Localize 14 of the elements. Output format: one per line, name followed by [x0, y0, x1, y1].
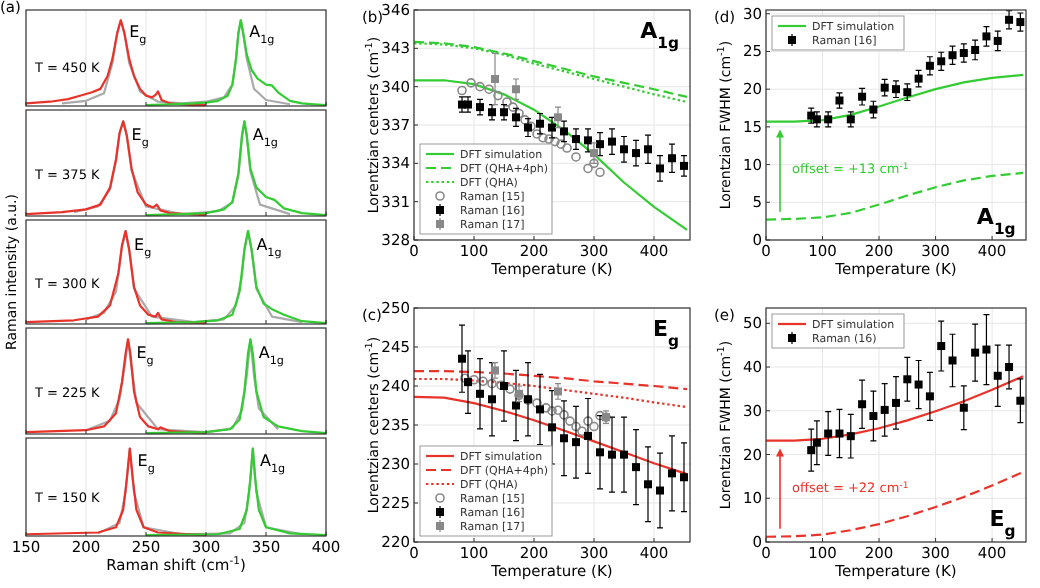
annotation: A$_{1g}$: [260, 452, 287, 476]
annotation: A$_{1g}$: [249, 23, 276, 48]
annotation: A$_{1g}$: [256, 235, 283, 260]
annotation: E$_{g}$: [129, 23, 148, 48]
annotation: E$_{g}$: [131, 126, 150, 151]
annotation: A$_{1g}$: [976, 203, 1016, 237]
annotation: A$_{1g}$: [258, 344, 285, 369]
annotation: A$_{1g}$: [640, 17, 679, 51]
annotation: E$_{g}$: [136, 344, 155, 369]
annotation: A$_{1g}$: [252, 126, 279, 151]
annotation: E$_{g}$: [134, 235, 153, 260]
annotation: E$_{g}$: [989, 505, 1016, 539]
annotation: E$_{g}$: [137, 452, 156, 476]
annotation: E$_{g}$: [652, 316, 679, 350]
